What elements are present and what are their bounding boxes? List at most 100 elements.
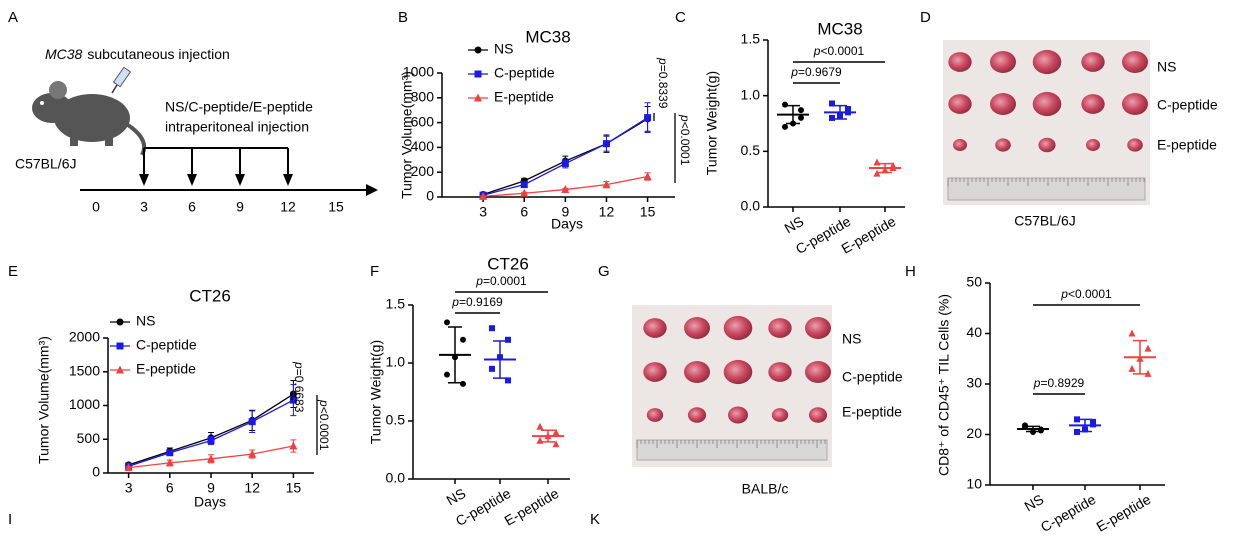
y-tick-label: 0.0 [386, 470, 406, 486]
p-symbol: p [317, 399, 331, 407]
marker [1074, 416, 1080, 423]
y-axis-label: Tumor Volume(mm³) [36, 336, 52, 464]
treatment-line: intraperitoneal injection [165, 119, 309, 135]
marker [497, 354, 503, 361]
tumor [952, 139, 968, 151]
tumor [768, 362, 792, 382]
marker [829, 100, 835, 107]
category-label: E-peptide [501, 485, 561, 529]
x-tick-label: 6 [166, 480, 174, 496]
photo-caption: BALB/c [742, 481, 789, 497]
p-value: p=0.0001 [475, 274, 527, 288]
marker [889, 164, 897, 172]
category-label: C-peptide [1038, 491, 1099, 535]
injection-arrowhead [235, 174, 245, 186]
panel-label: I [8, 511, 12, 528]
ruler [947, 177, 1146, 201]
panel-label: G [598, 263, 610, 280]
marker [1090, 418, 1096, 425]
tumor [1081, 94, 1105, 114]
ruler [636, 439, 828, 461]
injection: subcutaneous injection [87, 46, 229, 62]
p-rest: =0.9169 [459, 295, 503, 309]
marker [452, 354, 458, 361]
x-tick-label: 3 [125, 480, 133, 496]
legend-label: C-peptide [494, 65, 555, 81]
y-tick-label: 1000 [403, 64, 434, 80]
marker [643, 172, 652, 181]
x-tick-label: 15 [640, 204, 656, 220]
marker [845, 109, 851, 116]
marker [489, 325, 495, 332]
marker [474, 46, 482, 54]
x-tick-label: 15 [286, 480, 302, 496]
photo-row-label: E-peptide [1157, 137, 1217, 153]
marker [552, 440, 560, 448]
p-value: p=0.9679 [790, 65, 842, 79]
legend-label: C-peptide [136, 337, 197, 353]
marker [165, 458, 174, 467]
y-tick-label: 1.5 [386, 296, 406, 312]
p-value: p=0.9169 [451, 295, 503, 309]
injection-arrowhead [283, 174, 293, 186]
marker [505, 377, 511, 384]
panel-label: F [370, 263, 379, 280]
marker [536, 436, 544, 444]
mouse [32, 81, 147, 156]
y-tick-label: 200 [411, 163, 435, 179]
marker [1128, 329, 1136, 337]
tumor [1032, 91, 1062, 117]
marker [1082, 426, 1088, 433]
marker [798, 107, 804, 114]
x-axis-label: Days [194, 494, 226, 510]
marker [116, 365, 124, 374]
marker [116, 342, 124, 350]
y-tick-label: 1500 [69, 362, 100, 378]
tumor [990, 93, 1016, 115]
panel-label: E [8, 263, 18, 280]
marker [837, 112, 843, 119]
marker [248, 449, 257, 458]
cell-line: MC38 [45, 46, 83, 62]
p-value: p=0.6683 [292, 361, 306, 413]
p-symbol: p [656, 57, 670, 65]
photo-row-label: C-peptide [842, 369, 903, 385]
photo-row-label: E-peptide [842, 404, 902, 420]
chart-title: CT26 [189, 286, 231, 305]
tumor [1032, 49, 1062, 75]
schematic: MC38 subcutaneous injection NS/C-peptide/… [15, 46, 378, 196]
marker [248, 418, 256, 426]
strain: C57BL/6J [15, 156, 76, 172]
marker [536, 422, 544, 430]
marker [790, 120, 796, 127]
p-value: p<0.0001 [678, 114, 692, 166]
marker [544, 432, 552, 440]
category-label: NS [782, 213, 807, 237]
treatment-line: NS/C-peptide/E-peptide [165, 99, 313, 115]
marker [124, 463, 133, 472]
marker [460, 380, 466, 387]
tumor [805, 361, 831, 383]
marker [1144, 344, 1152, 352]
syringe [111, 66, 132, 94]
tumor [684, 361, 710, 383]
timeline-label: 9 [236, 199, 244, 215]
p-symbol: p [451, 295, 459, 309]
injection-text: MC38 subcutaneous injection [45, 46, 230, 62]
tumor [995, 138, 1011, 152]
tumor [808, 407, 828, 423]
category-label: NS [444, 485, 469, 509]
marker [602, 140, 610, 148]
y-tick-label: 1000 [69, 396, 100, 412]
timeline-label: 0 [92, 199, 100, 215]
y-tick-label: 800 [411, 89, 435, 105]
tumor [771, 408, 789, 422]
tumor [948, 52, 972, 72]
x-tick-label: 6 [520, 204, 528, 220]
marker [520, 188, 529, 197]
tumor [646, 408, 664, 422]
tumor [1085, 139, 1101, 151]
y-tick-label: 0.0 [741, 198, 761, 214]
y-axis-label: Tumor Volume(mm³) [399, 71, 415, 199]
y-tick-label: 500 [77, 430, 101, 446]
